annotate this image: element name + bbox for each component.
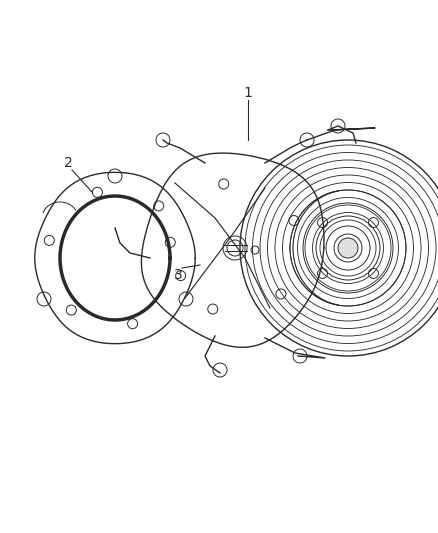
Text: 2: 2 xyxy=(64,156,72,170)
Text: 3: 3 xyxy=(173,268,182,282)
Text: 1: 1 xyxy=(244,86,252,100)
Circle shape xyxy=(338,238,358,258)
